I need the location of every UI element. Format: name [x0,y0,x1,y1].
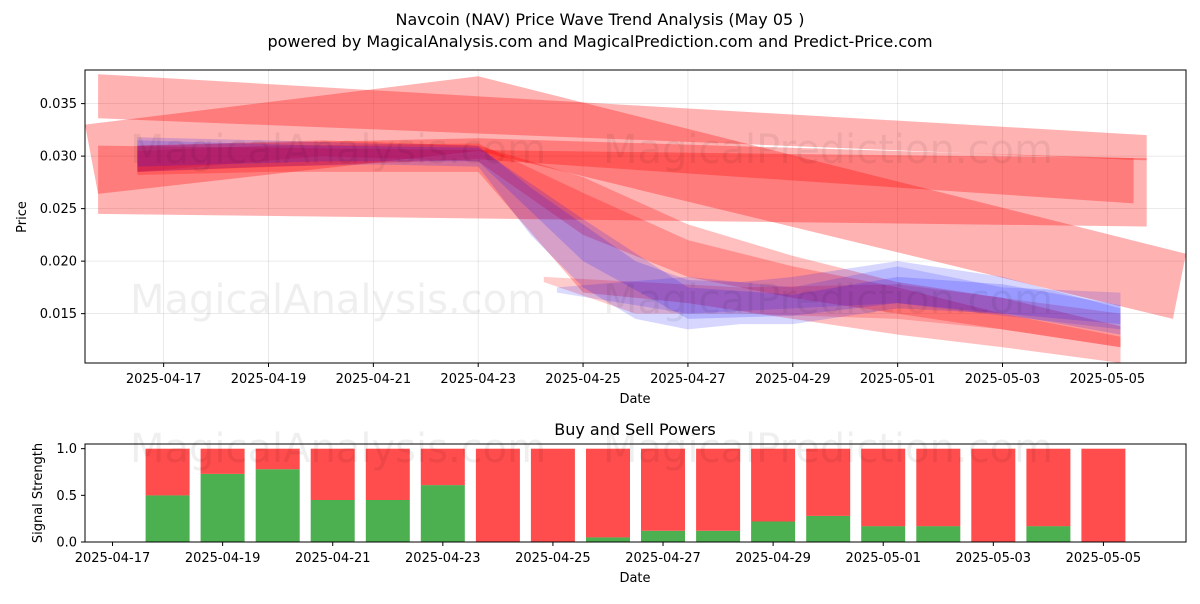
price-x-tick-label-5: 2025-04-27 [650,372,726,387]
signal-x-tick-label-0: 2025-04-17 [75,551,151,566]
sell-bar-17 [1081,448,1126,542]
sell-bar-5 [420,448,465,486]
price-band-0 [98,74,1147,161]
chart-title: Navcoin (NAV) Price Wave Trend Analysis … [396,10,805,29]
sell-bar-10 [696,448,741,531]
signal-chart: MagicalAnalysis.com MagicalPrediction.co… [31,420,1187,586]
sell-bar-3 [310,448,355,500]
price-x-tick-label-8: 2025-05-03 [965,372,1041,387]
buy-bar-2 [255,469,300,542]
price-y-tick-label-0: 0.015 [40,307,77,322]
buy-bar-5 [420,485,465,542]
sell-bar-6 [475,448,520,542]
price-y-tick-label-1: 0.020 [40,255,77,270]
signal-y-axis-label: Signal Strength [31,443,46,543]
buy-bar-3 [310,500,355,542]
price-band-9 [556,266,1121,330]
price-x-tick-label-4: 2025-04-25 [545,372,621,387]
sell-bar-1 [200,448,245,474]
signal-x-tick-label-5: 2025-04-27 [625,551,701,566]
price-x-tick-label-1: 2025-04-19 [231,372,307,387]
signal-x-tick-label-8: 2025-05-03 [956,551,1032,566]
buy-bar-12 [806,515,851,542]
price-chart: MagicalAnalysis.com MagicalPrediction.co… [15,69,1187,407]
buy-bar-4 [365,500,410,542]
price-plot-frame [84,69,1187,364]
sell-bar-16 [1026,448,1071,527]
signal-plot-frame [84,443,1187,543]
signal-x-tick-label-2: 2025-04-21 [295,551,371,566]
price-band-5 [137,140,1121,348]
sell-bar-4 [365,448,410,500]
price-x-tick-label-7: 2025-05-01 [860,372,936,387]
price-x-tick-label-3: 2025-04-23 [440,372,516,387]
buy-bar-13 [861,526,906,542]
signal-y-tick-label-0: 0.0 [56,536,77,551]
price-x-tick-label-9: 2025-05-05 [1070,372,1146,387]
signal-bars [145,448,1126,542]
price-y-tick-label-4: 0.035 [40,97,77,112]
signal-x-ticks: 2025-04-17 2025-04-19 2025-04-21 2025-04-23… [75,542,1141,566]
signal-x-tick-label-4: 2025-04-25 [515,551,591,566]
sell-bar-2 [255,448,300,470]
price-y-axis-label: Price [15,201,30,233]
price-band-3 [137,138,1134,204]
price-y-ticks: 0.015 0.020 0.025 0.030 0.035 [40,97,85,322]
sell-bar-12 [806,448,851,516]
price-x-axis-label: Date [619,392,650,407]
price-x-ticks: 2025-04-17 2025-04-19 2025-04-21 2025-04-23… [126,363,1145,387]
buy-bar-16 [1026,526,1071,542]
price-band-1 [85,76,1186,319]
sell-bar-14 [916,448,961,527]
sell-bar-0 [145,448,190,496]
watermark-analysis-mid: MagicalAnalysis.com [130,277,546,323]
signal-x-tick-label-3: 2025-04-23 [405,551,481,566]
buy-bar-8 [586,537,630,542]
signal-x-tick-label-1: 2025-04-19 [185,551,261,566]
watermark-analysis-top: MagicalAnalysis.com [130,127,546,173]
signal-y-ticks: 0.0 0.5 1.0 [56,442,85,551]
buy-bar-0 [145,495,190,542]
price-band-8 [137,140,1121,325]
price-x-tick-label-2: 2025-04-21 [336,372,412,387]
buy-bar-11 [751,521,796,542]
sell-bar-9 [641,448,685,531]
sell-bar-7 [530,448,575,542]
signal-chart-title: Buy and Sell Powers [554,420,716,439]
signal-x-tick-label-9: 2025-05-05 [1066,551,1142,566]
buy-bar-10 [696,530,741,542]
price-grid [85,70,1186,363]
watermark-prediction-mid: MagicalPrediction.com [603,277,1053,323]
signal-x-tick-label-7: 2025-05-01 [845,551,921,566]
watermark-analysis-bottom: MagicalAnalysis.com [130,426,546,472]
price-x-tick-label-6: 2025-04-29 [755,372,831,387]
buy-bar-9 [641,530,685,542]
chart-subtitle: powered by MagicalAnalysis.com and Magic… [267,32,932,51]
price-x-tick-label-0: 2025-04-17 [126,372,202,387]
price-band-4 [137,143,1121,363]
watermark-prediction-bottom: MagicalPrediction.com [603,426,1053,472]
signal-x-tick-label-6: 2025-04-29 [735,551,811,566]
price-y-tick-label-2: 0.025 [40,202,77,217]
price-bands [85,74,1186,363]
price-band-6 [543,276,1121,348]
price-y-tick-label-3: 0.030 [40,150,77,165]
buy-bar-14 [916,526,961,542]
sell-bar-15 [971,448,1016,542]
signal-y-tick-label-2: 1.0 [56,442,77,457]
signal-y-tick-label-1: 0.5 [56,489,77,504]
sell-bar-11 [751,448,796,522]
sell-bar-13 [861,448,906,527]
price-band-7 [137,137,1121,335]
buy-bar-1 [200,473,245,542]
sell-bar-8 [586,448,630,538]
price-band-2 [98,145,1147,227]
signal-x-axis-label: Date [619,571,650,586]
watermark-prediction-top: MagicalPrediction.com [603,127,1053,173]
